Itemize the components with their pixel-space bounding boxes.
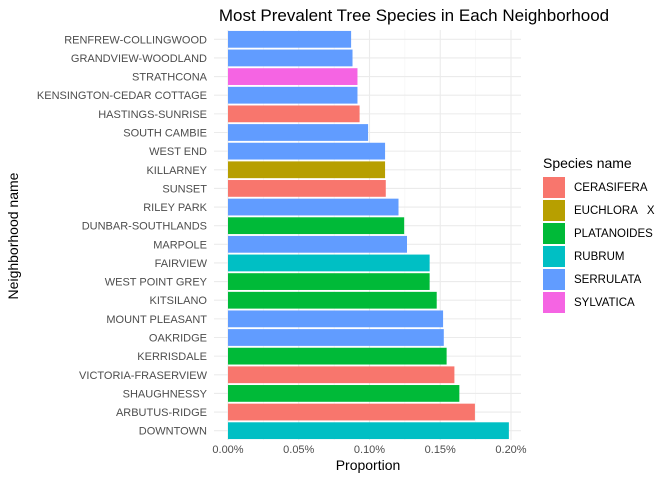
bar-dunbar-southlands: [228, 217, 405, 235]
bar-kitsilano: [228, 291, 437, 309]
y-tick-label: HASTINGS-SUNRISE: [98, 109, 207, 121]
bar-sunset: [228, 180, 386, 197]
bar-killarney: [228, 161, 386, 179]
x-tick-label: 0.15%: [425, 444, 456, 456]
y-tick-label: KENSINGTON-CEDAR COTTAGE: [37, 90, 207, 102]
bar-south-cambie: [228, 124, 369, 141]
bar-downtown: [228, 422, 509, 440]
y-tick-label: KERRISDALE: [137, 351, 207, 363]
y-tick-label: KILLARNEY: [146, 165, 207, 177]
y-tick-label: SUNSET: [162, 183, 207, 195]
y-axis-title: Neighborhood name: [5, 172, 21, 299]
bars: [228, 30, 509, 440]
y-tick-labels: RENFREW-COLLINGWOOD GRANDVIEW-WOODLAND STR…: [37, 34, 208, 437]
legend-label: RUBRUM: [574, 251, 624, 263]
x-tick-label: 0.05%: [283, 444, 314, 456]
y-tick-label: WEST POINT GREY: [105, 277, 208, 289]
y-tick-label: RILEY PARK: [143, 202, 207, 214]
legend-swatch: [543, 292, 565, 313]
bar-west-end: [228, 142, 386, 160]
bar-renfrew-collingwood: [228, 30, 352, 48]
y-tick-label: SOUTH CAMBIE: [123, 128, 207, 140]
x-tick-labels: 0.00% 0.05% 0.10% 0.15% 0.20%: [212, 444, 526, 456]
legend-swatch: [543, 223, 565, 244]
y-tick-label: MARPOLE: [153, 239, 207, 251]
legend-swatch: [543, 200, 565, 221]
bar-arbutus-ridge: [228, 403, 475, 421]
y-tick-label: OAKRIDGE: [149, 333, 207, 345]
legend-label: SYLVATICA: [574, 297, 635, 309]
bar-oakridge: [228, 329, 444, 346]
x-tick-label: 0.00%: [212, 444, 243, 456]
bar-kerrisdale: [228, 347, 447, 365]
bar-mount-pleasant: [228, 310, 444, 328]
legend-label: CERASIFERA: [574, 182, 648, 194]
y-tick-label: DOWNTOWN: [139, 426, 207, 438]
bar-fairview: [228, 254, 430, 272]
legend-title: Species name: [543, 155, 632, 171]
legend-swatch: [543, 177, 565, 198]
bar-marpole: [228, 235, 407, 253]
y-tick-label: STRATHCONA: [132, 72, 208, 84]
bar-grandview-woodland: [228, 49, 353, 67]
y-tick-label: ARBUTUS-RIDGE: [116, 407, 207, 419]
y-tick-label: GRANDVIEW-WOODLAND: [71, 53, 207, 65]
y-tick-label: WEST END: [149, 146, 207, 158]
bar-riley-park: [228, 198, 399, 216]
legend-label: SERRULATA: [574, 274, 642, 286]
x-axis-title: Proportion: [336, 457, 401, 473]
chart-title: Most Prevalent Tree Species in Each Neig…: [219, 6, 609, 25]
y-tick-label: DUNBAR-SOUTHLANDS: [82, 221, 207, 233]
legend-swatch: [543, 246, 565, 267]
y-tick-label: KITSILANO: [150, 295, 208, 307]
y-tick-label: RENFREW-COLLINGWOOD: [64, 34, 207, 46]
x-tick-label: 0.20%: [495, 444, 526, 456]
legend: Species name CERASIFERA EUCHLORA X PLATANO…: [543, 155, 655, 313]
y-tick-label: FAIRVIEW: [155, 258, 208, 270]
bar-hastings-sunrise: [228, 105, 360, 123]
legend-swatch: [543, 269, 565, 290]
bar-kensington-cedar-cottage: [228, 86, 358, 104]
x-tick-label: 0.10%: [354, 444, 385, 456]
bar-shaughnessy: [228, 385, 460, 402]
bar-strathcona: [228, 68, 358, 85]
y-tick-label: MOUNT PLEASANT: [106, 314, 207, 326]
bar-victoria-fraserview: [228, 366, 455, 384]
y-tick-label: SHAUGHNESSY: [123, 388, 208, 400]
legend-label: PLATANOIDES: [574, 228, 653, 240]
bar-west-point-grey: [228, 273, 430, 290]
legend-label: EUCHLORA X: [574, 205, 655, 217]
y-tick-label: VICTORIA-FRASERVIEW: [79, 370, 208, 382]
